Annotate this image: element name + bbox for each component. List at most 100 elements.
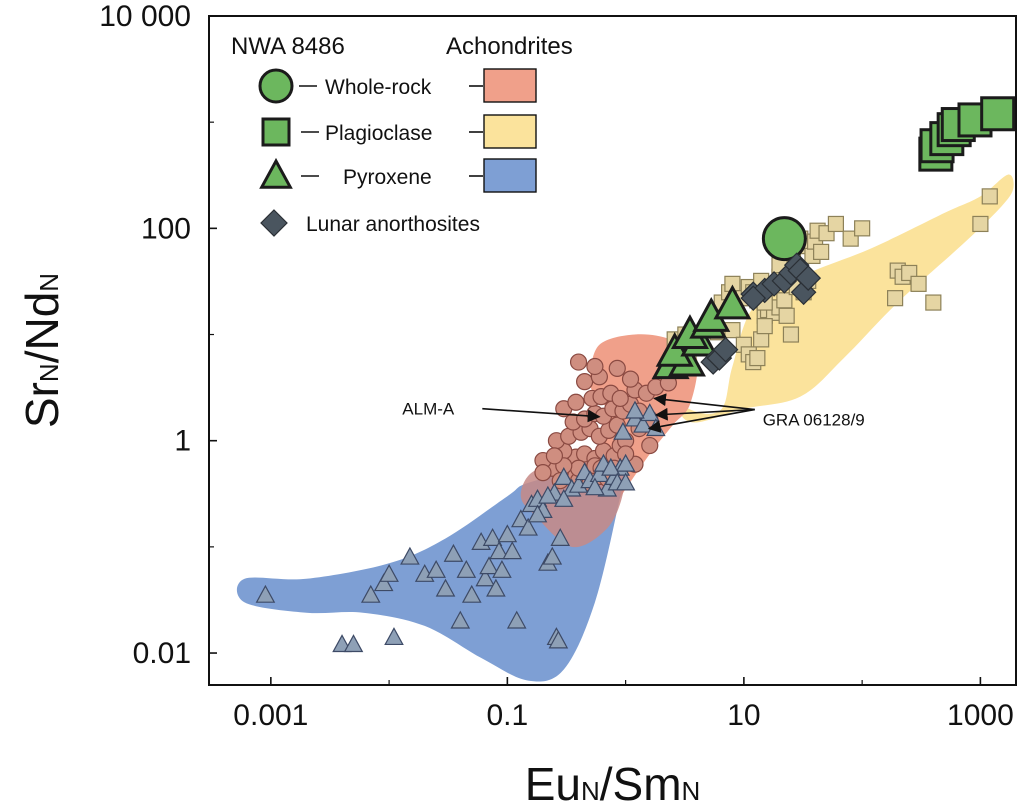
axis-title-part: /Sm	[600, 758, 682, 810]
lunar-anorthosites-point	[740, 285, 767, 312]
achondrite-pyroxene-point	[379, 563, 399, 582]
legend-lunar-anorthosites-marker	[260, 209, 288, 237]
achondrite-whole-rock-point	[576, 373, 594, 391]
legend-header-sample: NWA 8486	[231, 33, 345, 60]
y-tick-label: 10 000	[99, 0, 191, 33]
achondrite-pyroxene-point	[443, 543, 464, 562]
achondrite-plagioclase-point	[981, 188, 998, 205]
achondrite-pyroxene-point	[492, 559, 512, 578]
lunar-anorthosites-series	[700, 252, 822, 375]
achondrite-pyroxene-point	[479, 556, 499, 575]
axis-title-part: /Nd	[16, 292, 68, 364]
plot-frame	[208, 15, 1017, 686]
achondrite-pyroxene-point	[553, 467, 574, 486]
nwa-8486-whole-rock-series	[761, 216, 807, 262]
axes: 0.001 0.1 10 1000 0.01 1 100 10 000	[99, 0, 1014, 732]
achondrite-pyroxene-point	[518, 517, 538, 536]
achondrite-pyroxene-point	[343, 634, 364, 653]
legend-plagioclase-marker	[261, 117, 291, 147]
achondrite-whole-rock-point	[641, 436, 659, 455]
annotation-gra-arrow	[654, 407, 755, 421]
achondrite-pyroxene-series	[255, 400, 666, 653]
achondrite-whole-rock-point	[586, 357, 604, 376]
achondrite-pyroxene-point	[360, 584, 381, 603]
y-axis-title: SrN/NdN	[16, 273, 68, 428]
achondrite-pyroxene-point	[633, 414, 653, 433]
nwa-8486-pyroxene-point	[713, 284, 752, 320]
achondrite-pyroxene-point	[527, 504, 548, 523]
nwa-8486-pyroxene-point	[655, 331, 694, 367]
achondrite-pyroxene-point	[435, 578, 456, 597]
achondrite-pyroxene-point	[601, 457, 621, 476]
axis-title-part: Sr	[16, 382, 68, 428]
y-tick-label: 0.01	[133, 637, 191, 670]
achondrite-pyroxene-point	[542, 546, 563, 565]
x-axis-title: EuN/SmN	[525, 758, 701, 810]
achondrite-plagioclase-point	[782, 326, 800, 343]
achondrite-plagioclase-point	[854, 220, 871, 237]
achondrite-pyroxene-point	[538, 485, 558, 504]
achondrite-whole-rock-series	[534, 353, 677, 492]
lunar-anorthosites-point	[712, 336, 739, 363]
legend-pyroxene-label: Pyroxene	[343, 166, 432, 189]
achondrite-pyroxene-point	[456, 559, 477, 578]
achondrite-whole-rock-point	[611, 389, 629, 408]
legend-pyroxene-swatch	[483, 158, 537, 193]
achondrite-pyroxene-point	[461, 584, 482, 603]
legend-pyroxene-marker	[259, 157, 293, 189]
achondrite-plagioclase-point	[827, 215, 845, 233]
legend-lunar-anorthosites-label: Lunar anorthosites	[306, 213, 480, 236]
legend-whole-rock-swatch	[483, 68, 537, 103]
achondrite-plagioclase-point	[778, 307, 795, 324]
achondrite-plagioclase-point	[749, 349, 766, 367]
legend-plagioclase-label: Plagioclase	[325, 122, 432, 145]
achondrite-plagioclase-point	[887, 290, 904, 307]
achondrite-pyroxene-point	[486, 578, 506, 597]
achondrite-pyroxene-point	[400, 546, 420, 565]
achondrite-pyroxene-point	[497, 524, 518, 543]
achondrite-plagioclase-point	[756, 318, 773, 335]
achondrite-pyroxene-point	[613, 421, 633, 440]
annotations: ALM-A GRA 06128/9	[402, 393, 865, 433]
achondrite-pyroxene-point	[550, 528, 571, 546]
achondrite-whole-rock-point	[569, 353, 588, 371]
x-tick-label: 0.1	[486, 699, 528, 732]
achondrite-pyroxene-point	[482, 528, 503, 546]
achondrite-pyroxene-point	[373, 573, 394, 592]
nwa-8486-whole-rock-point	[761, 216, 807, 262]
legend-whole-rock-label: Whole-rock	[325, 76, 432, 99]
legend: NWA 8486 Achondrites Whole-rock Plagioclase…	[231, 33, 573, 237]
achondrite-whole-rock-point	[608, 359, 626, 377]
achondrite-pyroxene-point	[548, 630, 569, 649]
achondrite-plagioclase-point	[925, 294, 942, 311]
data-points	[255, 96, 1016, 653]
annotation-alm-a: ALM-A	[402, 400, 455, 419]
y-tick-label: 100	[141, 212, 191, 245]
nwa-8486-plagioclase-series	[918, 96, 1016, 172]
achondrite-pyroxene-point	[426, 559, 446, 578]
x-tick-label: 0.001	[233, 699, 308, 732]
legend-whole-rock-marker	[258, 68, 294, 104]
achondrite-pyroxene-point	[585, 477, 605, 496]
y-tick-label: 1	[174, 425, 191, 458]
achondrite-pyroxene-point	[450, 610, 471, 629]
axis-title-subscript: N	[34, 273, 64, 292]
achondrite-whole-rock-point	[534, 464, 552, 482]
achondrite-pyroxene-point	[625, 400, 645, 419]
axis-title-subscript: N	[682, 776, 701, 806]
achondrite-pyroxene-point	[615, 453, 636, 472]
achondrite-pyroxene-point	[502, 541, 523, 560]
legend-header-group: Achondrites	[446, 33, 573, 60]
nwa-8486-plagioclase-point	[980, 96, 1016, 132]
achondrite-pyroxene-point	[506, 610, 527, 629]
achondrite-whole-rock-point	[621, 370, 640, 388]
x-tick-label: 10	[727, 699, 760, 732]
x-tick-label: 1000	[947, 699, 1014, 732]
achondrite-pyroxene-point	[255, 584, 276, 603]
achondrite-pyroxene-point	[384, 627, 404, 646]
annotation-gra-arrow	[647, 408, 755, 433]
achondrite-pyroxene-point	[615, 472, 636, 491]
achondrite-plagioclase-point	[813, 243, 830, 261]
achondrite-whole-rock-point	[545, 447, 564, 465]
axis-title-subscript: N	[34, 363, 64, 382]
